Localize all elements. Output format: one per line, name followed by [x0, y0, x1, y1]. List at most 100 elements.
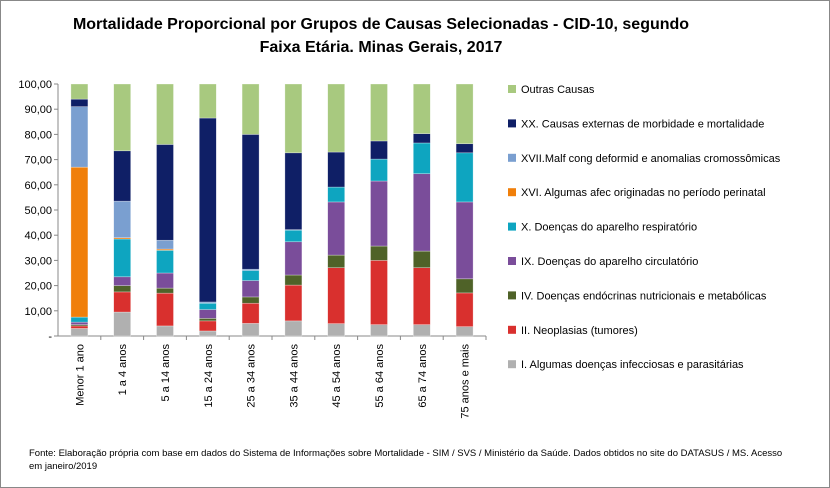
y-tick-label: 50,00	[24, 205, 52, 217]
legend-swatch	[508, 153, 516, 162]
y-tick-label: 100,00	[18, 79, 52, 91]
y-tick-label: -	[48, 331, 52, 343]
bar-segment	[412, 133, 431, 144]
bar-segment	[412, 324, 431, 337]
source-note: Fonte: Elaboração própria com base em da…	[29, 448, 783, 472]
legend-item: XVI. Algumas afec originadas no período …	[508, 187, 766, 199]
bar-segment	[327, 254, 346, 269]
bar-segment	[156, 83, 174, 145]
bar-segment	[156, 292, 174, 327]
bar-segment	[113, 83, 131, 152]
bar-segment	[327, 151, 346, 188]
bar-segment	[455, 83, 474, 145]
legend-swatch	[508, 325, 516, 334]
bar-segment	[241, 83, 260, 135]
legend-label: I. Algumas doenças infecciosas e parasit…	[521, 359, 744, 371]
bar-segment	[241, 270, 260, 281]
bar-segment	[455, 278, 474, 294]
bar-segment	[70, 328, 89, 337]
bar-segment	[156, 287, 174, 294]
y-tick-label: 40,00	[24, 230, 52, 242]
bar-segment	[284, 229, 303, 243]
bar-segment	[113, 150, 131, 202]
legend-item: XVII.Malf cong deformid e anomalias crom…	[508, 153, 781, 165]
x-tick-label: 15 a 24 anos	[203, 344, 215, 408]
bar-segment	[284, 83, 303, 154]
legend-item: II. Neoplasias (tumores)	[508, 325, 638, 337]
bar-segment	[412, 83, 431, 134]
bar-segment	[241, 280, 260, 298]
bar-segment	[199, 309, 217, 319]
bar-segment	[412, 267, 431, 325]
bar-segment	[284, 152, 303, 230]
bar-segment	[241, 296, 260, 304]
bar-segment	[327, 323, 346, 337]
bar-segment	[412, 142, 431, 175]
bar-segment	[241, 323, 260, 337]
bar-segment	[455, 143, 474, 154]
bar-segment	[412, 173, 431, 252]
bar-segment	[70, 83, 89, 100]
bar-segment	[327, 267, 346, 324]
legend-item: Outras Causas	[508, 84, 595, 96]
x-tick-label: 5 a 14 anos	[160, 344, 172, 402]
bar-segment	[70, 98, 89, 107]
legend-label: XVII.Malf cong deformid e anomalias crom…	[521, 153, 781, 165]
legend-label: Outras Causas	[521, 84, 595, 96]
bar-segment	[113, 276, 131, 286]
bar-segment	[113, 285, 131, 293]
y-tick-label: 60,00	[24, 180, 52, 192]
chart-title: Mortalidade Proporcional por Grupos de C…	[72, 16, 690, 56]
bar-segment	[70, 325, 89, 329]
bar-segment	[327, 186, 346, 203]
legend-swatch	[508, 291, 516, 300]
bar-segment	[284, 320, 303, 337]
legend-label: II. Neoplasias (tumores)	[521, 325, 638, 337]
bar-segment	[455, 326, 474, 337]
y-tick-label: 10,00	[24, 306, 52, 318]
x-tick-label: Menor 1 ano	[74, 344, 86, 406]
x-tick-label: 75 anos e mais	[460, 344, 472, 419]
y-tick-label: 90,00	[24, 104, 52, 116]
y-tick-label: 20,00	[24, 281, 52, 293]
x-tick-label: 1 a 4 anos	[117, 344, 129, 396]
legend-label: X. Doenças do aparelho respiratório	[521, 222, 697, 234]
legend-swatch	[508, 360, 516, 369]
bar-segment	[70, 321, 89, 325]
x-tick-label: 35 a 44 anos	[288, 344, 300, 408]
bar-segment	[284, 284, 303, 322]
legend-swatch	[508, 222, 516, 231]
x-tick-label: 45 a 54 anos	[331, 344, 343, 408]
bar-segment	[370, 180, 388, 247]
bar-segment	[284, 274, 303, 286]
legend-swatch	[508, 119, 516, 128]
bar-segment	[455, 152, 474, 203]
legend-item: X. Doenças do aparelho respiratório	[508, 222, 697, 234]
bar-segment	[327, 201, 346, 256]
legend-label: IV. Doenças endócrinas nutricionais e me…	[521, 290, 767, 302]
legend-label: XVI. Algumas afec originadas no período …	[521, 187, 766, 199]
legend-item: XX. Causas externas de morbidade e morta…	[508, 118, 764, 130]
bar-segment	[199, 318, 217, 322]
bar-segment	[327, 83, 346, 153]
bar-segment	[199, 117, 217, 303]
bar-segment	[156, 144, 174, 241]
bar-segment	[370, 245, 388, 261]
bar-segment	[370, 260, 388, 325]
bar-segment	[370, 158, 388, 182]
bar-segment	[156, 250, 174, 274]
bar-segment	[370, 324, 388, 337]
bar-segment	[156, 325, 174, 337]
legend-label: XX. Causas externas de morbidade e morta…	[521, 118, 764, 130]
bar-segment	[241, 134, 260, 270]
bar-segment	[241, 302, 260, 324]
bar-segment	[113, 200, 131, 239]
x-tick-label: 25 a 34 anos	[246, 344, 258, 408]
bar-segment	[284, 241, 303, 276]
bar-segment	[70, 106, 89, 168]
bar-segment	[199, 330, 217, 337]
bar-segment	[199, 83, 217, 119]
legend-label: IX. Doenças do aparelho circulatório	[521, 256, 698, 268]
x-tick-label: 55 a 64 anos	[374, 344, 386, 408]
